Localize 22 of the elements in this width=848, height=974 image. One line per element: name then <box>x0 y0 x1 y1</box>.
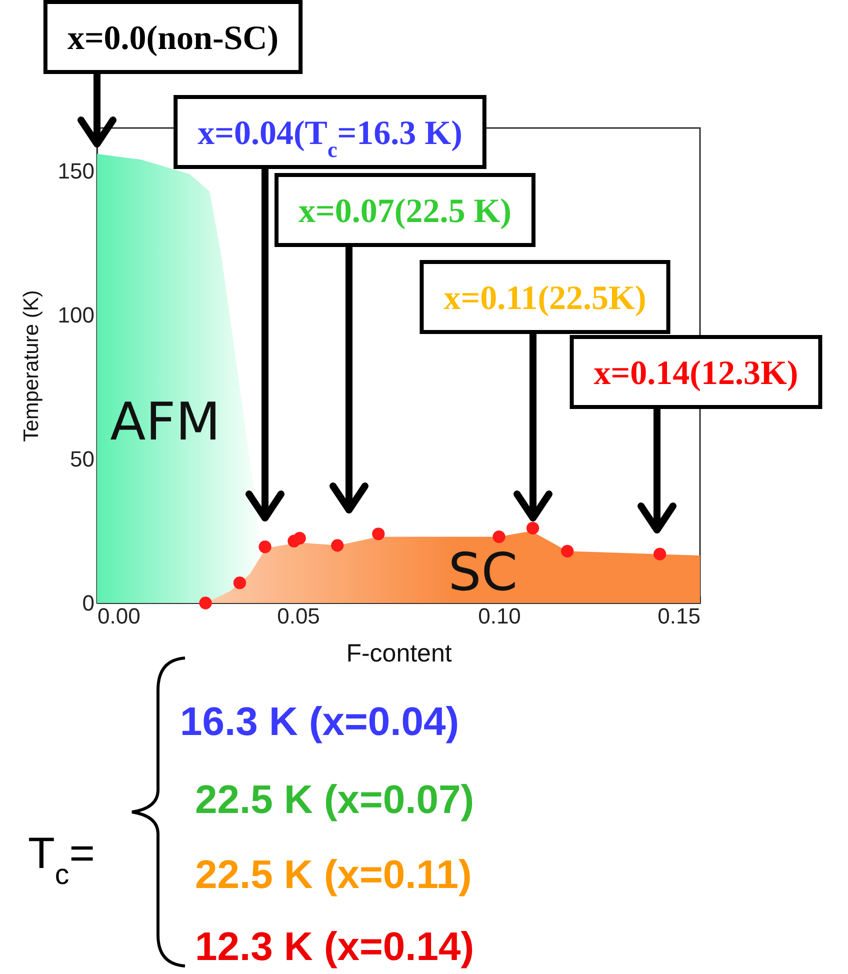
y-axis-title: Temperature (K) <box>20 290 43 442</box>
text: T$_{c}$= <box>28 829 95 891</box>
text: x=0.0(non-SC) <box>67 20 279 57</box>
x-tick-label: 0.10 <box>478 604 521 628</box>
annotation: x=0.04(T$_{c}$=16.3 K) <box>198 115 462 162</box>
x-tick-label: 0.00 <box>98 604 140 628</box>
text: 22.5 K (x=0.07) <box>195 778 474 822</box>
text: 22.5 K (x=0.11) <box>195 853 472 897</box>
y-tick-label: 50 <box>70 446 94 472</box>
series-label: AFM <box>110 392 221 452</box>
x-axis-title: F-content <box>346 640 452 668</box>
y-tick-label: 100 <box>58 302 94 328</box>
x-tick-label: 0.15 <box>658 604 700 628</box>
annotation: x=0.07(22.5 K) <box>298 193 512 230</box>
y-tick-label: 0 <box>82 590 94 616</box>
text: 12.3 K (x=0.14) <box>195 925 474 969</box>
y-tick-label: 150 <box>58 158 94 184</box>
annotation: x=0.14(12.3K) <box>594 355 798 392</box>
legend-label: SC <box>448 543 518 604</box>
annotation: x=0.11(22.5K) <box>444 280 646 317</box>
x-tick-label: 0.05 <box>277 604 320 628</box>
text: 16.3 K (x=0.04) <box>180 700 460 744</box>
